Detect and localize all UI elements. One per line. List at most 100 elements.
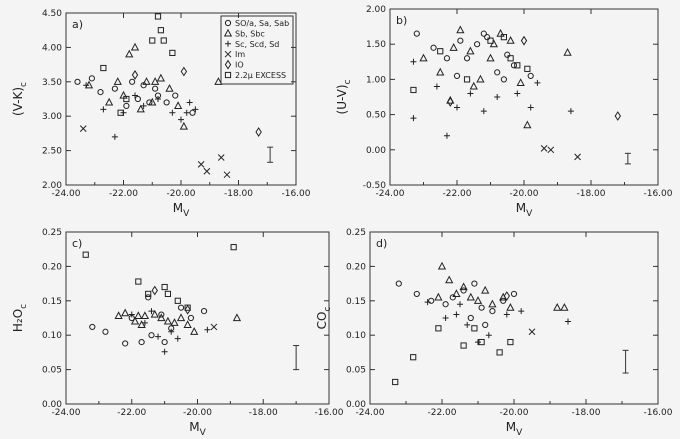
data-point-plus (161, 348, 168, 355)
y-tick-label: 4.50 (42, 9, 62, 19)
y-tick-label: 3.00 (42, 112, 62, 122)
data-point-triangle (190, 327, 199, 335)
data-point-plus (534, 79, 541, 86)
data-point-square (160, 37, 167, 44)
data-point-triangle (157, 313, 166, 322)
data-point-circle (474, 41, 481, 48)
data-point-square (184, 304, 191, 311)
data-point-cross (574, 153, 581, 161)
error-bar (293, 345, 300, 371)
x-tick-label: -24.00 (375, 189, 404, 199)
data-point-triangle (437, 261, 447, 270)
data-point-square (169, 49, 176, 57)
data-point-square (478, 338, 485, 346)
data-point-square (435, 325, 442, 332)
x-axis-title-main: M (189, 420, 199, 434)
y-tick-label: -0.50 (363, 181, 387, 191)
data-point-triangle (560, 303, 569, 311)
data-point-triangle (140, 311, 150, 320)
data-point-triangle (173, 101, 183, 109)
panel-a: -24.00 -22.00 -20.00 -18.00 -16.00 2.00 2.50 3.… (11, 9, 311, 219)
y-axis-title-main: H₂O (11, 309, 25, 332)
data-point-triangle (113, 77, 122, 85)
data-point-cross (217, 154, 225, 161)
data-point-plus (100, 106, 107, 113)
legend-symbol-square (224, 71, 232, 79)
data-point-circle (172, 92, 179, 99)
x-tick-label: -22.00 (117, 408, 146, 418)
data-point-square (437, 48, 444, 55)
data-point-square (487, 37, 494, 44)
legend-symbol-cross (224, 50, 232, 58)
data-point-circle (442, 301, 449, 308)
plot-frame (65, 12, 297, 186)
data-point-triangle (466, 292, 475, 301)
legend-symbol-plus (225, 40, 231, 47)
data-point-circle (189, 109, 196, 116)
x-tick-label: -20.00 (166, 189, 195, 199)
data-point-square (123, 95, 130, 103)
x-tick-label: -16.00 (643, 189, 672, 199)
y-tick-label: 0.00 (42, 400, 62, 410)
data-point-triangle (170, 318, 179, 326)
x-axis-title: MV (173, 201, 190, 219)
data-point-square (161, 283, 168, 291)
data-point-circle (111, 85, 118, 92)
data-point-triangle (114, 311, 123, 320)
x-axis-title-sub: V (516, 428, 523, 438)
legend-label: IO (235, 61, 244, 70)
data-point-circle (148, 332, 155, 339)
data-point-circle (413, 290, 420, 298)
data-point-cross (210, 323, 218, 331)
x-axis-title-sub: V (526, 209, 533, 219)
data-point-circle (500, 297, 507, 304)
data-point-circle (449, 294, 456, 301)
legend-label: 2.2μ EXCESS (235, 71, 286, 80)
data-point-circle (482, 321, 489, 328)
panel-d: -24.00 -22.00 -20.00 -18.00 -16.000.000.050.… (315, 228, 673, 438)
data-point-triangle (142, 77, 151, 85)
y-tick-label: 2.00 (42, 181, 62, 191)
y-tick-label: 0.20 (42, 262, 62, 272)
data-point-plus (567, 108, 574, 115)
data-point-plus (565, 318, 571, 325)
y-axis-title-main: (U-V) (335, 84, 349, 114)
data-point-triangle (125, 49, 134, 58)
y-tick-label: 0.00 (346, 400, 366, 410)
data-point-cross (528, 328, 536, 336)
panel-b: -24.00 -22.00 -20.00 -18.00 -16.00 -0.50 0.00 0… (335, 5, 673, 219)
data-point-plus (433, 83, 440, 90)
x-tick-label: -20.00 (499, 408, 528, 418)
data-point-triangle (148, 97, 157, 106)
data-point-diamond (131, 70, 139, 80)
data-point-circle (102, 328, 109, 335)
x-tick-label: -22.00 (442, 189, 471, 199)
data-point-triangle (496, 28, 505, 37)
y-axis-title: (V-K)c (11, 82, 29, 116)
data-point-circle (152, 85, 159, 92)
data-point-square (410, 86, 417, 94)
data-point-circle (145, 294, 152, 301)
data-point-circle (510, 62, 518, 69)
data-point-plus (443, 132, 450, 139)
data-point-triangle (506, 303, 515, 311)
data-point-plus (480, 108, 487, 115)
data-point-plus (514, 90, 521, 97)
data-point-square (410, 354, 417, 361)
panel-label: d) (376, 237, 387, 250)
data-point-triangle (104, 97, 114, 106)
data-point-triangle (179, 121, 189, 130)
data-point-plus (518, 308, 525, 315)
data-point-diamond (184, 304, 191, 315)
data-point-diamond (503, 291, 510, 301)
data-point-circle (123, 102, 130, 109)
data-point-plus (464, 321, 471, 328)
x-tick-label: -16.00 (281, 189, 310, 199)
legend-label: Sb, Sbc (235, 29, 265, 38)
x-axis-title: MV (189, 420, 206, 438)
y-tick-label: 4.00 (42, 43, 62, 53)
y-tick-label: 3.50 (42, 78, 62, 88)
y-axis-title-sub: c (19, 304, 29, 309)
data-point-circle (138, 338, 145, 346)
